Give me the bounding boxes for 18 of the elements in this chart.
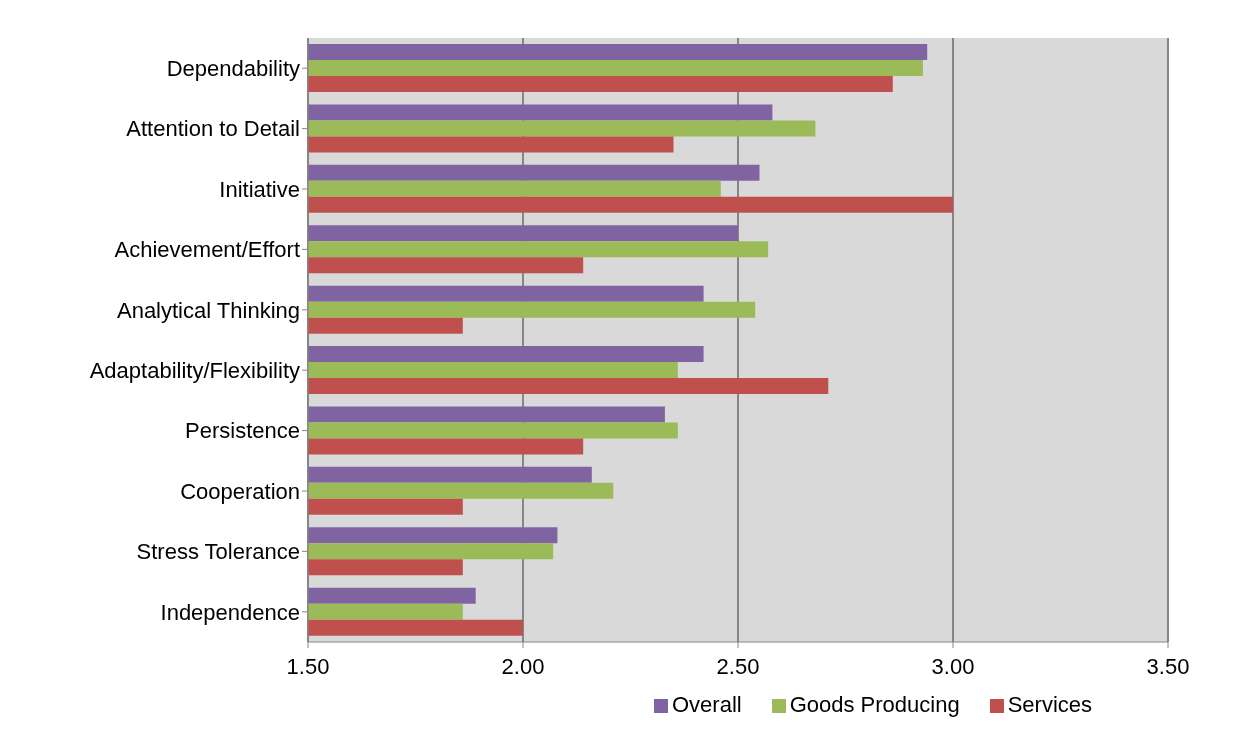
legend-label: Services (1007, 692, 1093, 717)
y-tick-label: Initiative (219, 176, 300, 202)
y-tick-label: Persistence (185, 418, 300, 444)
y-tick-label: Analytical Thinking (116, 297, 300, 323)
x-tick-label: 2.00 (501, 653, 545, 679)
y-tick-label: Independence (160, 599, 300, 625)
y-tick-label: Adaptability/Flexibility (89, 358, 300, 384)
y-tick-label: Stress Tolerance (136, 539, 300, 565)
x-tick-label: 1.50 (286, 653, 330, 679)
y-tick-label: Attention to Detail (126, 116, 300, 142)
x-tick-label: 3.50 (1146, 653, 1190, 679)
x-tick-label: 3.00 (931, 653, 975, 679)
legend-label: Overall (671, 692, 742, 717)
y-tick-label: Cooperation (180, 478, 300, 504)
y-tick-label: Dependability (166, 56, 300, 82)
legend-label: Goods Producing (789, 692, 960, 717)
y-tick-label: Achievement/Effort (114, 237, 300, 263)
x-tick-label: 2.50 (716, 653, 760, 679)
